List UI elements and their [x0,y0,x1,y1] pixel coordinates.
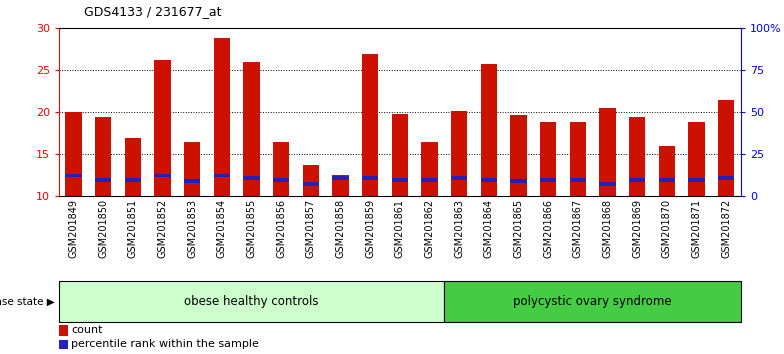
Bar [59,281,445,322]
Bar [481,178,497,182]
Bar [392,178,408,182]
Bar [718,100,734,196]
Text: polycystic ovary syndrome: polycystic ovary syndrome [514,295,672,308]
Text: obese healthy controls: obese healthy controls [184,295,319,308]
Bar [303,165,319,196]
Bar [214,173,230,177]
Bar [95,116,111,196]
Bar [599,182,615,186]
Bar [445,281,741,322]
Bar [629,178,645,182]
Bar [688,122,705,196]
Bar [243,62,260,196]
Bar [510,115,527,196]
Bar [570,178,586,182]
Bar [451,176,467,180]
Bar [599,108,615,196]
Bar [510,179,527,183]
Bar [688,178,705,182]
Bar [273,178,289,182]
Bar [125,178,141,182]
Bar [273,142,289,196]
Bar [451,111,467,196]
Bar [214,38,230,196]
Bar [421,142,437,196]
Text: percentile rank within the sample: percentile rank within the sample [71,339,260,349]
Bar [659,178,675,182]
Bar [629,116,645,196]
Text: GDS4133 / 231677_at: GDS4133 / 231677_at [84,5,222,18]
Bar [243,176,260,180]
Bar [481,64,497,196]
Bar [659,146,675,196]
Bar [362,53,379,196]
Bar [540,122,557,196]
Bar [125,138,141,196]
Bar [540,178,557,182]
Bar [154,60,171,196]
Bar [66,173,82,177]
Text: count: count [71,325,103,335]
Bar [332,176,349,196]
Bar [184,142,201,196]
Bar [303,182,319,186]
Bar [718,176,734,180]
Bar [362,176,379,180]
Bar [570,122,586,196]
Bar [154,173,171,177]
Bar [66,113,82,196]
Bar [332,176,349,180]
Bar [184,179,201,183]
Bar [95,178,111,182]
Bar [421,178,437,182]
Text: disease state ▶: disease state ▶ [0,297,55,307]
Bar [392,114,408,196]
